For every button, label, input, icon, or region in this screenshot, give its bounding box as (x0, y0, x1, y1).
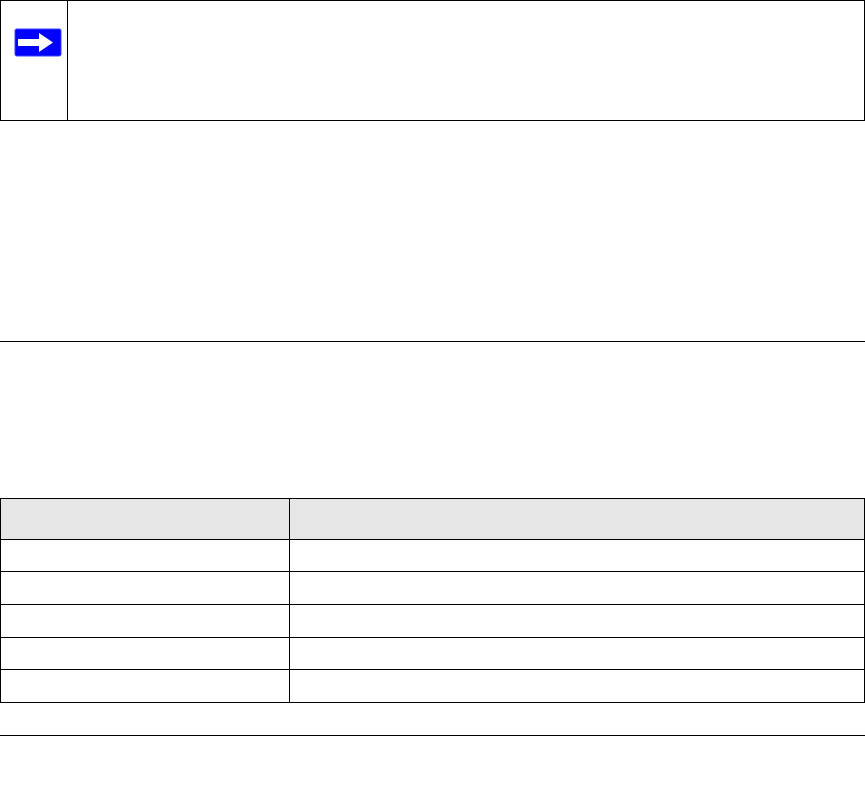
table-row (0, 571, 865, 605)
table-cell (0, 637, 290, 670)
table-cell (289, 539, 865, 572)
table-cell (0, 571, 290, 605)
table-header-row (0, 498, 865, 540)
section-rule (0, 341, 865, 342)
table-cell (0, 539, 290, 572)
table-header-cell (289, 498, 865, 540)
table-cell (0, 669, 290, 703)
table-header-cell (0, 498, 290, 540)
note-box (0, 0, 865, 121)
table-cell (0, 604, 290, 638)
table-row (0, 669, 865, 703)
table-row (0, 539, 865, 572)
data-table (0, 498, 865, 703)
table-cell (289, 637, 865, 670)
note-divider (67, 1, 68, 120)
section-rule (0, 735, 865, 736)
table-row (0, 637, 865, 670)
table-row (0, 604, 865, 638)
table-cell (289, 604, 865, 638)
arrow-right-icon (14, 28, 62, 57)
table-cell (289, 571, 865, 605)
table-cell (289, 669, 865, 703)
